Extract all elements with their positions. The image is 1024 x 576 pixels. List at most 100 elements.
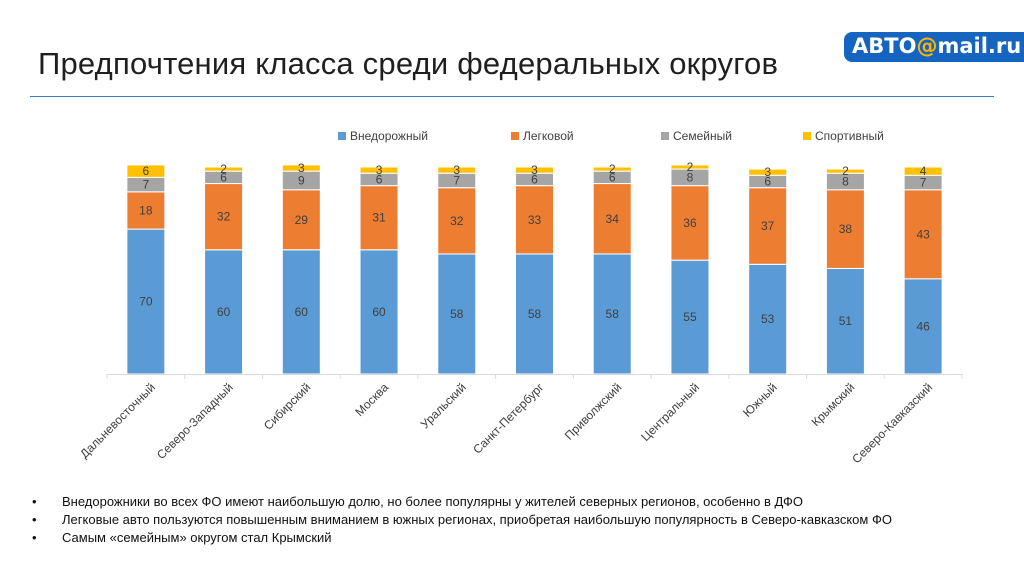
data-label: 60 [372,305,386,319]
data-label: 9 [298,173,305,187]
data-label: 36 [683,216,697,230]
logo-badge: АВТО @ mail.ru [844,32,1024,62]
finding-item: • Самым «семейным» округом стал Крымский [32,529,992,547]
bar-segment-легковой-4 [437,187,477,255]
bar-segment-внедорожный-7 [670,259,710,375]
legend-label: Семейный [673,129,732,143]
data-label: 2 [842,164,849,178]
data-label: 7 [143,178,150,192]
data-label: 3 [453,163,460,177]
bullet-icon: • [32,530,37,545]
data-label: 3 [376,163,383,177]
data-label: 6 [143,164,150,178]
x-tick-label: Северо-Кавказский [849,380,935,466]
x-tick-label: Уральский [418,380,469,431]
data-label: 6 [609,170,616,184]
bar-segment-спортивный-8 [748,168,788,176]
bar-segment-легковой-9 [825,189,865,269]
x-tick-label: Москва [352,380,391,419]
data-label: 6 [220,170,227,184]
title-divider [30,96,994,97]
x-tick-label: Крымский [809,380,858,429]
legend-label: Спортивный [815,129,884,143]
bar-segment-легковой-0 [126,191,166,230]
legend-label: Легковой [523,129,574,143]
bar-segment-легковой-6 [592,183,632,255]
finding-text: Самым «семейным» округом стал Крымский [62,530,332,545]
data-label: 3 [298,161,305,175]
data-label: 2 [220,162,227,176]
data-label: 60 [295,305,309,319]
bar-segment-внедорожный-4 [437,253,477,375]
data-label: 32 [217,210,231,224]
bar-segment-внедорожный-8 [748,263,788,375]
x-tick-label: Сибирский [261,380,314,433]
stacked-bar-chart: Внедорожный Легковой Семейный Спортивный 70… [77,129,963,466]
bar-segment-внедорожный-0 [126,228,166,375]
data-label: 3 [764,165,771,179]
bar-segment-легковой-3 [359,185,399,251]
data-label: 58 [450,307,464,321]
data-label: 8 [687,170,694,184]
data-label: 70 [139,295,153,309]
bar-segment-спортивный-5 [515,166,554,174]
legend-swatch-2 [661,132,669,140]
data-label: 18 [139,203,153,217]
bar-segment-спортивный-2 [281,164,321,172]
x-tick-label: Санкт-Петербург [470,380,547,457]
chart-legend: Внедорожный Легковой Семейный Спортивный [338,129,884,143]
data-label: 37 [761,219,775,233]
data-label: 8 [842,174,849,188]
bar-segment-внедорожный-2 [281,249,321,375]
chart-bars: 7018766032626029936031635832735833635834… [126,160,943,375]
data-label: 3 [531,163,538,177]
x-tick-label: Северо-Западный [154,380,236,462]
bar-segment-внедорожный-1 [204,249,244,375]
data-label: 7 [453,173,460,187]
bar-segment-спортивный-9 [825,168,865,174]
data-label: 31 [372,211,386,225]
findings-list: • Внедорожники во всех ФО имеют наибольш… [32,493,992,547]
bar-segment-спортивный-10 [903,166,943,176]
x-tick-label: Центральный [638,380,702,444]
data-label: 6 [764,174,771,188]
x-tick-label: Приволжский [562,380,624,442]
data-label: 51 [839,314,853,328]
bar-segment-внедорожный-5 [515,253,554,375]
data-label: 29 [295,213,309,227]
bar-segment-спортивный-6 [592,166,632,172]
bullet-icon: • [32,512,37,527]
legend-label: Внедорожный [350,129,428,143]
bar-segment-легковой-5 [515,185,554,255]
data-label: 7 [920,176,927,190]
logo-text-domain: mail.ru [937,34,1022,58]
bar-segment-легковой-8 [748,187,788,265]
data-label: 60 [217,305,231,319]
page-title: Предпочтения класса среди федеральных ок… [38,46,779,81]
bar-segment-внедорожный-3 [359,249,399,375]
finding-text: Легковые авто пользуются повышенным вним… [62,512,892,527]
logo-text-avto: АВТО [852,34,917,58]
finding-item: • Легковые авто пользуются повышенным вн… [32,511,992,529]
logo-at-icon: @ [916,34,938,58]
data-label: 55 [683,310,697,324]
finding-item: • Внедорожники во всех ФО имеют наибольш… [32,493,992,511]
bar-segment-легковой-10 [903,189,943,280]
data-label: 58 [528,307,542,321]
legend-swatch-3 [803,132,811,140]
bar-segment-легковой-1 [204,183,244,251]
data-label: 2 [687,160,694,174]
legend-swatch-0 [338,132,346,140]
bar-segment-легковой-7 [670,185,710,261]
data-label: 43 [916,227,930,241]
bar-segment-спортивный-7 [670,164,710,170]
avto-mail-logo: АВТО @ mail.ru [844,28,1024,66]
data-label: 53 [761,312,775,326]
bar-segment-спортивный-4 [437,166,477,174]
data-label: 2 [609,162,616,176]
legend-swatch-1 [511,132,519,140]
data-label: 6 [531,172,538,186]
data-label: 34 [606,212,620,226]
data-label: 58 [606,307,620,321]
